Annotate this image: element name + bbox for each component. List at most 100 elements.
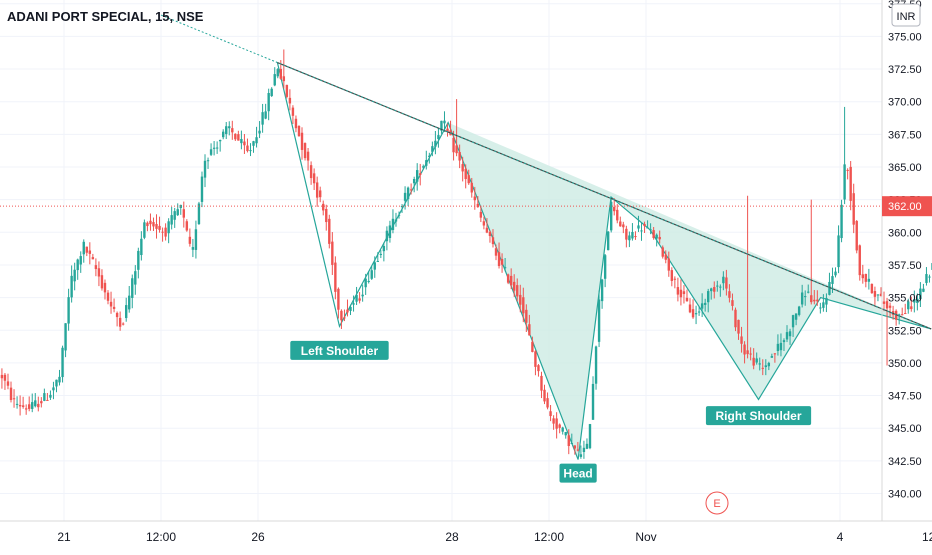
candle — [743, 341, 746, 364]
candle-body — [131, 278, 134, 298]
candle — [185, 219, 189, 232]
candle — [237, 130, 240, 141]
candle-body — [828, 281, 831, 295]
candle — [370, 266, 373, 280]
candle — [58, 369, 61, 386]
candle — [9, 381, 13, 403]
candle-body — [255, 137, 258, 144]
candle-body — [315, 182, 319, 198]
candle-body — [91, 257, 95, 260]
candle — [767, 361, 771, 371]
candle — [864, 273, 868, 288]
candle-body — [82, 241, 85, 255]
candle — [761, 359, 764, 376]
candle-body — [15, 403, 19, 405]
candle — [115, 311, 119, 327]
candle — [713, 281, 716, 299]
candle — [325, 204, 328, 231]
candle-body — [679, 289, 683, 298]
candle — [543, 384, 546, 405]
candle-body — [425, 160, 428, 166]
candle — [861, 264, 864, 284]
candle — [215, 141, 219, 154]
candle — [764, 359, 767, 376]
candle-body — [412, 178, 416, 184]
candle-body — [555, 418, 558, 429]
candle — [922, 283, 925, 293]
candle-body — [37, 403, 40, 408]
time-axis[interactable]: 21 12:00 26 28 12:00 Nov 4 12:00 — [57, 530, 932, 544]
candle — [667, 251, 670, 277]
candle — [852, 183, 855, 234]
candle-body — [125, 305, 128, 319]
price-tick-label: 355.00 — [888, 293, 922, 305]
candle-body — [770, 356, 774, 358]
candle-body — [804, 296, 807, 298]
candle — [340, 309, 343, 329]
candle-body — [367, 280, 370, 282]
candle-body — [382, 245, 386, 252]
candle-body — [843, 164, 846, 200]
candle-body — [788, 331, 792, 337]
candle — [558, 423, 561, 434]
candle-body — [825, 297, 828, 305]
candle — [440, 120, 443, 134]
candle — [434, 130, 437, 155]
candle — [191, 238, 195, 258]
candle-body — [619, 221, 622, 227]
pattern-label-text: Head — [563, 467, 592, 481]
candle — [206, 157, 210, 169]
candle-body — [737, 319, 740, 334]
candle-body — [46, 399, 49, 401]
earnings-marker[interactable]: E — [705, 491, 729, 515]
candle — [128, 285, 131, 313]
candle-body — [819, 307, 822, 309]
candle — [664, 250, 667, 264]
price-tick-label: 347.50 — [888, 391, 922, 403]
currency-badge[interactable]: INR — [891, 3, 921, 27]
candle-body — [628, 235, 631, 241]
candle — [655, 233, 658, 247]
candle — [182, 201, 185, 228]
candle-body — [70, 275, 73, 298]
candle — [876, 294, 880, 302]
candle-body — [152, 222, 155, 227]
candle-body — [328, 218, 331, 244]
candle — [70, 265, 73, 303]
pattern-label-bg — [559, 463, 597, 483]
candle — [731, 293, 734, 311]
candle-body — [540, 375, 543, 391]
candle-body — [528, 324, 531, 336]
candle — [694, 305, 698, 325]
currency-label: INR — [897, 11, 916, 23]
candle-body — [491, 237, 495, 245]
candle-body — [925, 274, 928, 283]
candle — [882, 291, 886, 312]
candle-body — [570, 442, 573, 444]
candle-body — [522, 297, 525, 314]
candle — [285, 84, 289, 99]
candle-body — [109, 301, 113, 307]
candle-body — [85, 246, 88, 253]
time-tick-label: 12:00 — [922, 530, 932, 544]
candle-body — [488, 231, 492, 236]
candle — [443, 111, 446, 132]
candle — [591, 376, 595, 420]
candle-body — [370, 270, 373, 279]
candle — [625, 225, 628, 248]
candle — [73, 262, 76, 291]
candle-body — [758, 363, 761, 365]
candle — [170, 206, 173, 230]
candle-body — [676, 287, 680, 295]
candle — [770, 353, 774, 358]
candle — [231, 120, 234, 140]
price-axis[interactable]: 340.00 342.50 345.00 347.50 350.00 352.50 355.… — [888, 0, 922, 501]
candle-body — [209, 149, 213, 155]
candle — [849, 161, 852, 211]
candle-body — [716, 285, 719, 287]
candle — [306, 147, 310, 171]
candle — [649, 223, 652, 235]
candle-body — [594, 346, 598, 384]
candle-body — [88, 250, 92, 254]
